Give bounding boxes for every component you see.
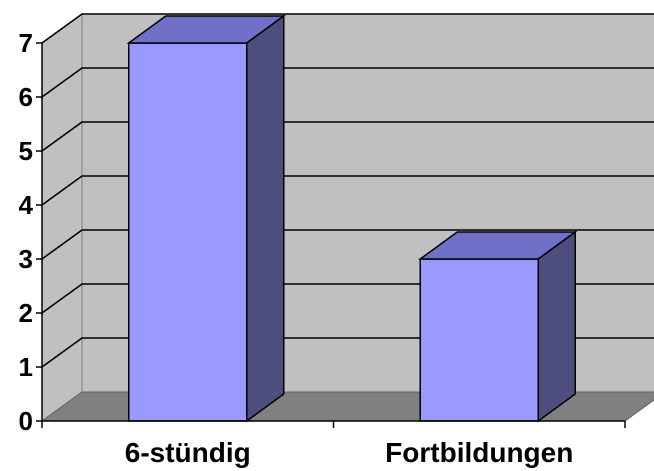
gridline	[41, 67, 654, 98]
gridline	[41, 175, 654, 206]
y-tick-label: 0	[19, 406, 33, 436]
x-category-label: Fortbildungen	[385, 437, 573, 468]
axis-labels: 0 1 2 3 4 5 6 7 6-stündig Fortbildungen	[19, 28, 574, 468]
x-category-label: 6-stündig	[125, 437, 251, 468]
y-tick-label: 5	[19, 136, 33, 166]
y-tick-label: 7	[19, 28, 33, 58]
bars	[126, 14, 578, 423]
axes	[36, 42, 626, 428]
y-tick-label: 3	[19, 244, 33, 274]
bar-front	[128, 42, 248, 422]
bar-1	[417, 230, 578, 423]
bar-front	[419, 258, 539, 422]
y-tick-label: 4	[19, 190, 34, 220]
y-tick-label: 1	[19, 352, 33, 382]
gridlines	[41, 13, 654, 368]
side-wall	[41, 13, 83, 422]
bar-0	[126, 14, 287, 423]
y-tick-label: 2	[19, 298, 33, 328]
y-tick-label: 6	[19, 82, 33, 112]
gridline	[41, 121, 654, 152]
gridline	[41, 13, 654, 44]
gridline	[41, 229, 654, 260]
bar-side	[246, 14, 285, 423]
bar-side	[537, 230, 576, 423]
